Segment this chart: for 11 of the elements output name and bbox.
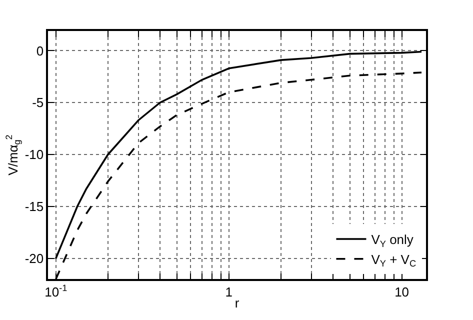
y-tick-label: -5 <box>32 95 44 110</box>
y-tick-label: -10 <box>24 147 44 162</box>
x-tick-label: 1 <box>225 284 232 300</box>
x-axis-title: r <box>234 295 240 310</box>
y-tick-label: -20 <box>24 250 44 266</box>
y-tick-label: -15 <box>24 198 44 214</box>
legend-label: V$_{Y}$ + V$_{C}$ <box>371 252 416 269</box>
x-tick-label: 10$^{-1}$ <box>44 282 68 300</box>
legend-label: V$_{Y}$ only <box>371 232 414 249</box>
x-tick-label: 10 <box>394 284 410 300</box>
y-tick-label: 0 <box>36 43 44 58</box>
